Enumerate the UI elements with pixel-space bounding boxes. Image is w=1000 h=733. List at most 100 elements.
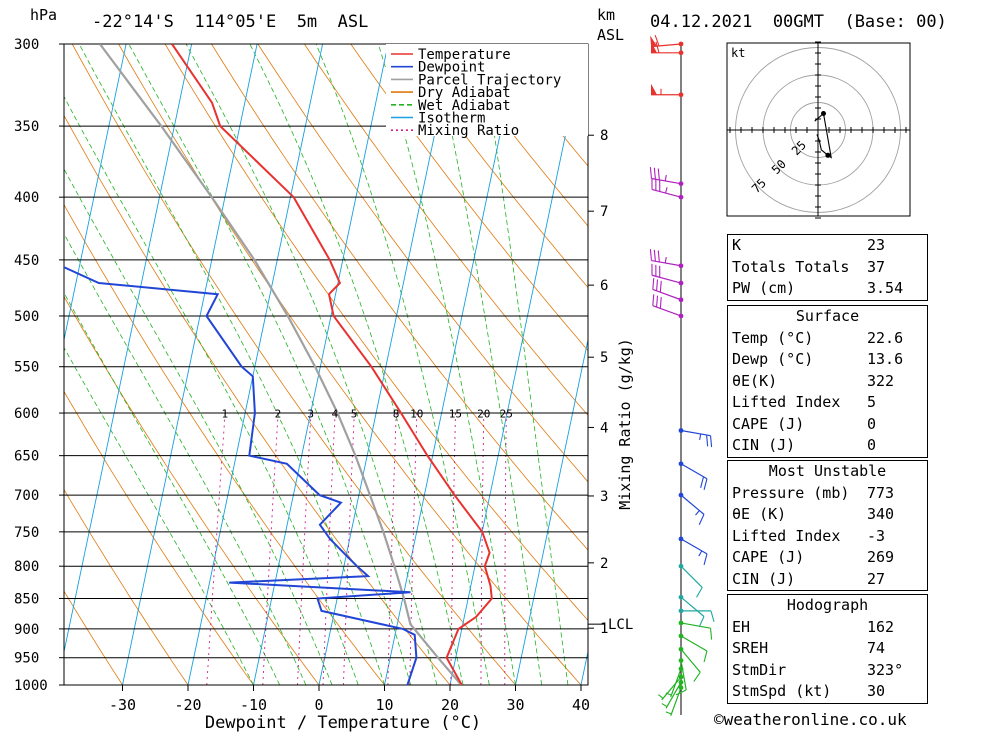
wind-barb-feather [649,249,653,261]
wind-barb [651,83,684,98]
wind-barb-staff [680,565,703,588]
wind-barb-feather [657,250,660,262]
temp-tick-label: 20 [441,696,459,714]
temp-tick-label: 10 [375,696,393,714]
wind-barb [651,177,684,200]
mixing-ratio-label: 25 [500,407,513,420]
isotherm [64,44,127,342]
wind-barb [678,536,708,566]
sreh-value: 74 [867,639,886,657]
dry-adiabat [71,44,517,685]
dry-adiabat [64,295,320,685]
wind-barb-half-feather [699,433,702,440]
stmspd-value: 30 [867,682,886,700]
wet-adiabat [432,44,543,685]
mixing-ratio-label: 1 [221,407,228,420]
mixing-ratio-label: 20 [477,407,490,420]
legend-box [386,44,588,136]
temp-tick-label: -10 [240,696,267,714]
pw-label: PW (cm) [732,279,796,297]
wind-barb-half-feather [661,703,668,708]
wind-barb [678,563,703,598]
dry-adiabat [118,44,582,685]
mu-cin-label: CIN (J) [732,569,796,588]
dewpoint-line [64,266,418,685]
km-tick-label: 8 [600,128,608,144]
wind-barb [678,594,705,628]
stmdir-label: StmDir [732,660,787,679]
wind-barb-staff [652,288,682,301]
wind-barb-feather [652,294,655,306]
wind-barb-half-feather [664,174,667,182]
wind-barb-feather [659,280,662,293]
legend-label: Temperature [418,47,511,63]
parcel-trajectory-line [99,44,463,685]
km-tick-label: 5 [600,350,608,366]
mu-cape-label: CAPE (J) [732,548,805,566]
wind-barb-staff [670,687,682,717]
pressure-tick-label: 950 [14,651,39,667]
mixing-ratio-line [387,412,397,685]
hodograph-stats-box: Hodograph EH 162 SREH 74 StmDir 323° StmSpd… [727,594,928,704]
temp-tick-label: -30 [109,696,136,714]
mixing-ratio-label: 15 [449,407,462,420]
hodograph-point [825,152,831,158]
surface-dewp-label: Dewp (°C) [732,350,814,368]
mu-thetae-label: θE (K) [732,505,787,523]
wind-barb-dot [678,658,684,663]
temp-tick-label: 30 [506,696,524,714]
tt-value: 37 [867,257,886,276]
wind-barb-staff [680,635,708,652]
pressure-tick-label: 800 [14,559,39,575]
wind-barb-feather [698,514,705,525]
wind-barb [665,685,684,717]
wind-barb-feather [653,167,656,180]
wet-adiabat [480,44,569,685]
mixing-ratio-line [297,412,312,685]
wind-barb-feather [706,434,709,447]
wind-barb-staff [651,177,682,185]
legend-label: Dewpoint [418,60,485,76]
wet-adiabat [64,292,281,685]
wind-barb [678,461,708,490]
surface-thetae-label: θE(K) [732,371,778,390]
legend-label: Parcel Trajectory [418,72,561,88]
mixing-ratio-line [206,412,226,685]
wind-barb-staff [680,463,708,480]
mu-cin: 27 [867,569,886,588]
dry-adiabat [64,488,189,685]
wind-barb [678,620,713,640]
wind-barb-staff [680,660,687,691]
dry-adiabat [443,44,588,227]
wind-barb-half-feather [664,256,667,264]
wind-barb [652,294,684,319]
wind-barb-staff [661,676,682,701]
surface-title: Surface [795,307,860,325]
mu-thetae: 340 [867,505,895,523]
km-tick-label: 7 [600,204,608,220]
wind-barb [651,263,684,286]
asl-label: ASL [597,26,625,44]
surface-temp: 22.6 [867,328,904,347]
pressure-tick-label: 300 [14,37,39,53]
dry-adiabat [64,390,254,685]
temp-tick-label: -20 [174,696,201,714]
wind-barb-feather [656,295,659,308]
mixing-ratio-label: 8 [393,407,400,420]
legend-label: Wet Adiabat [418,98,511,114]
pressure-tick-label: 550 [14,360,39,376]
hodograph-point [821,111,826,116]
wind-barb-feather [710,610,715,623]
wind-barb-feather [703,650,708,663]
isotherm [515,337,588,685]
credit-link[interactable]: ©weatheronline.co.uk [714,710,907,729]
pressure-tick-label: 650 [14,449,39,465]
pw-value: 3.54 [867,279,904,297]
wind-barb-feather [675,689,687,696]
temp-tick-label: 0 [314,696,323,714]
wind-barb-half-feather [698,550,703,557]
most-unstable-box: Most Unstable Pressure (mb) 773 θE (K) 340… [727,460,928,591]
surface-cape-label: CAPE (J) [732,414,805,433]
wind-barb [649,167,684,187]
